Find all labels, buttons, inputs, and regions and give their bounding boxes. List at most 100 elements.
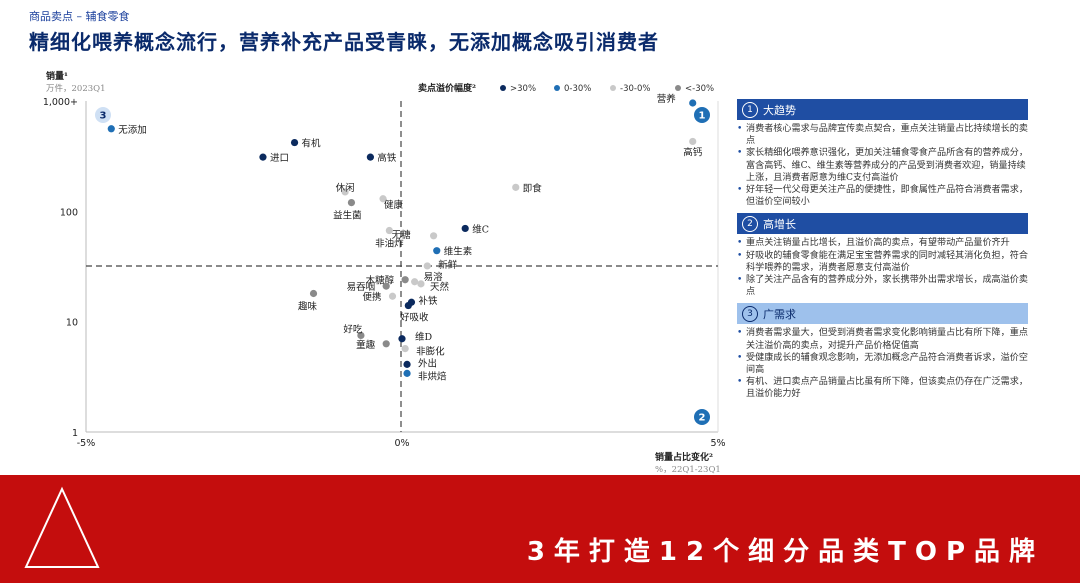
scatter-point — [403, 369, 411, 377]
scatter-point — [401, 276, 409, 284]
section-header-2: 2 高增长 — [737, 213, 1028, 235]
page-title: 精细化喂养概念流行，营养补充产品受青睐，无添加概念吸引消费者 — [29, 30, 659, 54]
quadrant-badges: 3 1 2 — [95, 107, 710, 425]
scatter-point — [417, 280, 425, 288]
bullet-item: 家长精细化喂养意识强化，更加关注辅食零食产品所含有的营养成分，富含高钙、维C、维… — [737, 147, 1028, 184]
point-label: 健康 — [384, 199, 404, 211]
y-tick-labels: 1,000+ 100 10 1 — [43, 97, 78, 439]
scatter-point — [259, 153, 267, 161]
chart-legend: 卖点溢价幅度² >30% 0-30% -30-0% <-30% — [418, 82, 714, 94]
scatter-point — [433, 247, 441, 255]
y-axis-unit: 万件，2023Q1 — [46, 83, 106, 94]
bullet-item: 有机、进口卖点产品销量占比虽有所下降，但该卖点仍存在广泛需求，且溢价能力好 — [737, 376, 1028, 400]
x-tick-label: -5% — [77, 438, 96, 449]
quadrant-badge — [95, 107, 111, 123]
x-tick-labels: -5% 0% 5% — [77, 438, 726, 449]
scatter-point — [290, 138, 299, 147]
section-header-1: 1 大趋势 — [737, 99, 1028, 120]
x-tick-label: 5% — [710, 438, 725, 449]
point-label: 非膨化 — [416, 346, 445, 358]
point-label: 高钙 — [683, 146, 703, 158]
scatter-point — [385, 226, 393, 235]
legend-title: 卖点溢价幅度² — [418, 82, 476, 94]
y-tick-label: 100 — [60, 207, 78, 218]
section-bullets: 消费者核心需求与品牌宣传卖点契合，重点关注销量占比持续增长的卖点家长精细化喂养意… — [737, 123, 1028, 208]
y-tick-label: 1,000+ — [43, 97, 78, 108]
legend-label: 0-30% — [564, 84, 591, 94]
point-label: 无添加 — [118, 125, 147, 136]
point-label: 非油炸 — [375, 238, 404, 250]
quadrant-badge — [694, 409, 710, 425]
bullet-item: 受健康成长的辅食观念影响，无添加概念产品符合消费者诉求，溢价空间高 — [737, 352, 1028, 376]
legend-label: >30% — [510, 84, 536, 94]
legend-marker — [554, 85, 560, 91]
section-bullets: 消费者需求量大，但受到消费者需求变化影响销量占比有所下降，重点关注溢价高的卖点，… — [737, 327, 1028, 400]
point-label: 童趣 — [356, 339, 376, 351]
point-label: 好吸收 — [400, 312, 429, 324]
section-number-icon: 1 — [742, 101, 758, 118]
point-label: 天然 — [430, 281, 450, 293]
point-label: 益生菌 — [333, 210, 362, 222]
bullet-item: 好年轻一代父母更关注产品的便捷性，即食属性产品符合消费者需求，但溢价空间较小 — [737, 184, 1028, 208]
quadrant-badge-number: 2 — [699, 413, 706, 424]
scatter-point — [382, 340, 390, 348]
point-label: 有机 — [302, 138, 322, 150]
scatter-point — [379, 195, 387, 203]
bullet-item: 消费者核心需求与品牌宣传卖点契合，重点关注销量占比持续增长的卖点 — [737, 123, 1028, 147]
scatter-point — [366, 153, 374, 161]
legend-marker — [500, 85, 506, 91]
point-label: 维生素 — [444, 246, 473, 258]
point-label: 补铁 — [418, 295, 438, 307]
legend-marker — [610, 85, 616, 91]
scatter-point — [401, 345, 409, 353]
x-axis-label: 销量占比变化² — [655, 451, 713, 463]
scatter-point — [357, 331, 365, 340]
point-label: 高铁 — [377, 152, 397, 164]
bullet-item: 消费者需求量大，但受到消费者需求变化影响销量占比有所下降，重点关注溢价高的卖点，… — [737, 327, 1028, 351]
scatter-point — [689, 99, 697, 107]
section-title: 大趋势 — [763, 103, 796, 117]
section-title: 高增长 — [763, 217, 796, 231]
scatter-point — [398, 335, 406, 343]
scatter-point — [403, 360, 411, 368]
point-label: 易溶 — [424, 271, 444, 283]
scatter-point — [430, 232, 438, 240]
point-label: 易吞咽 — [347, 282, 376, 293]
point-label: 即食 — [523, 182, 543, 194]
point-label: 维D — [415, 331, 433, 343]
page-kicker: 商品卖点 – 辅食零食 — [29, 10, 130, 23]
bottom-banner: 3年打造12个细分品类TOP品牌 — [0, 475, 1080, 583]
scatter-point — [341, 188, 349, 196]
point-label: 新鲜 — [438, 259, 458, 271]
scatter-point — [461, 224, 469, 233]
insight-panel: 1 大趋势消费者核心需求与品牌宣传卖点契合，重点关注销量占比持续增长的卖点家长精细… — [737, 99, 1028, 406]
quadrant-badge — [694, 107, 710, 123]
y-tick-label: 10 — [66, 318, 78, 329]
legend-label: <-30% — [685, 84, 714, 94]
quadrant-badge-number: 1 — [699, 111, 706, 122]
scatter-point — [388, 292, 397, 300]
scatter-point — [382, 282, 390, 290]
scatter-chart: 销量¹ 万件，2023Q1 卖点溢价幅度² >30% 0-30% -30-0% <-3… — [43, 70, 726, 475]
banner-slogan: 3年打造12个细分品类TOP品牌 — [526, 537, 1044, 567]
section-bullets: 重点关注销量占比增长，且溢价高的卖点，有望带动产品量价齐升好吸收的辅食零食能在满… — [737, 237, 1028, 298]
y-axis-label: 销量¹ — [46, 70, 68, 82]
section-header-3: 3 广需求 — [737, 303, 1028, 325]
quadrant-badge-number: 3 — [100, 111, 107, 122]
scatter-point — [309, 289, 318, 298]
point-label: 趣味 — [298, 301, 318, 313]
x-axis-unit: %，22Q1-23Q1 — [655, 465, 721, 475]
point-label: 营养 — [657, 93, 677, 105]
scatter-point — [411, 278, 419, 286]
point-label: 进口 — [270, 153, 289, 164]
point-label: 好吃 — [343, 323, 363, 335]
y-tick-label: 1 — [72, 428, 78, 439]
bullet-item: 好吸收的辅食零食能在满足宝宝营养需求的同时减轻其消化负担，符合科学喂养的需求，消… — [737, 250, 1028, 274]
point-label: 无糖 — [392, 229, 412, 241]
scatter-point — [107, 125, 115, 133]
bullet-item: 重点关注销量占比增长，且溢价高的卖点，有望带动产品量价齐升 — [737, 237, 1028, 249]
point-label: 非烘焙 — [418, 370, 447, 382]
legend-label: -30-0% — [620, 84, 650, 94]
point-label: 便携 — [363, 291, 382, 303]
